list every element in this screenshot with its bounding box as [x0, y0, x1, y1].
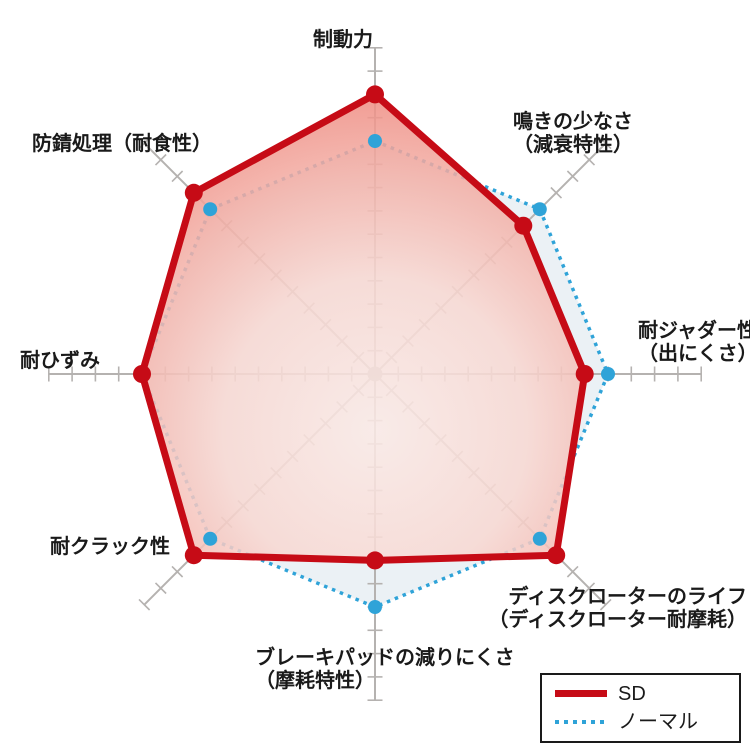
axis-label-line: 防錆処理（耐食性）: [32, 131, 212, 155]
chart-legend: SD ノーマル: [540, 673, 741, 743]
axis-tick: [171, 170, 184, 183]
axis-label-0: 制動力: [313, 28, 373, 51]
axis-label-line: 耐ひずみ: [20, 349, 100, 372]
normal-data-point: [368, 600, 382, 614]
axis-label-6: 耐ひずみ: [20, 349, 100, 372]
axis-tick: [171, 565, 184, 578]
axis-label-5: 耐クラック性: [50, 535, 170, 558]
normal-data-point: [203, 531, 218, 546]
normal-data-point: [532, 202, 547, 217]
sd-data-point: [547, 546, 566, 565]
axis-tick: [599, 598, 612, 611]
sd-data-point: [366, 85, 384, 104]
axis-label-line: 耐ジャダー性: [638, 318, 750, 342]
axis-label-line: ブレーキパッドの減りにくさ: [255, 645, 515, 669]
axis-label-1: 鳴きの少なさ（減衰特性）: [513, 109, 633, 156]
axis-label-line: 鳴きの少なさ: [513, 109, 633, 133]
sd-data-point: [133, 365, 151, 383]
normal-data-point: [532, 531, 547, 546]
axis-tick: [583, 582, 596, 595]
sd-data-point: [184, 546, 203, 565]
legend-item-sd: SD: [555, 684, 739, 704]
axis-label-4: ブレーキパッドの減りにくさ（摩耗特性）: [255, 645, 515, 692]
legend-label-sd: SD: [618, 682, 646, 705]
legend-label-normal: ノーマル: [618, 711, 698, 734]
legend-item-normal: ノーマル: [555, 712, 739, 732]
axis-tick: [566, 565, 579, 578]
axis-label-line: 耐クラック性: [50, 535, 170, 558]
axis-label-3: ディスクローターのライフ（ディスクローター耐摩耗）: [488, 584, 747, 631]
axis-tick: [154, 582, 167, 595]
sd-series-area: [142, 94, 585, 561]
sd-data-point: [366, 551, 384, 570]
axis-tick: [583, 153, 596, 166]
axis-tick: [550, 186, 563, 199]
axis-label-line: （出にくさ）: [638, 342, 750, 365]
axis-tick: [154, 153, 167, 166]
axis-tick: [599, 137, 612, 150]
axis-label-line: 制動力: [313, 28, 373, 51]
axis-label-line: ディスクローターのライフ: [508, 584, 747, 608]
axis-tick: [138, 598, 151, 611]
axis-label-7: 防錆処理（耐食性）: [32, 131, 212, 155]
axis-label-line: （ディスクローター耐摩耗）: [488, 607, 747, 631]
sd-line-swatch: [555, 690, 607, 698]
axis-label-line: （摩耗特性）: [255, 668, 375, 692]
sd-data-point: [184, 183, 203, 202]
sd-data-point: [514, 216, 533, 235]
normal-data-point: [601, 367, 615, 381]
axis-label-2: 耐ジャダー性（出にくさ）: [638, 318, 750, 365]
axis-label-line: （減衰特性）: [513, 132, 633, 156]
sd-data-point: [575, 365, 594, 383]
axis-tick: [138, 137, 151, 150]
normal-data-point: [368, 134, 382, 148]
normal-line-swatch: [555, 720, 607, 725]
axis-tick: [566, 170, 579, 183]
normal-data-point: [203, 202, 218, 217]
